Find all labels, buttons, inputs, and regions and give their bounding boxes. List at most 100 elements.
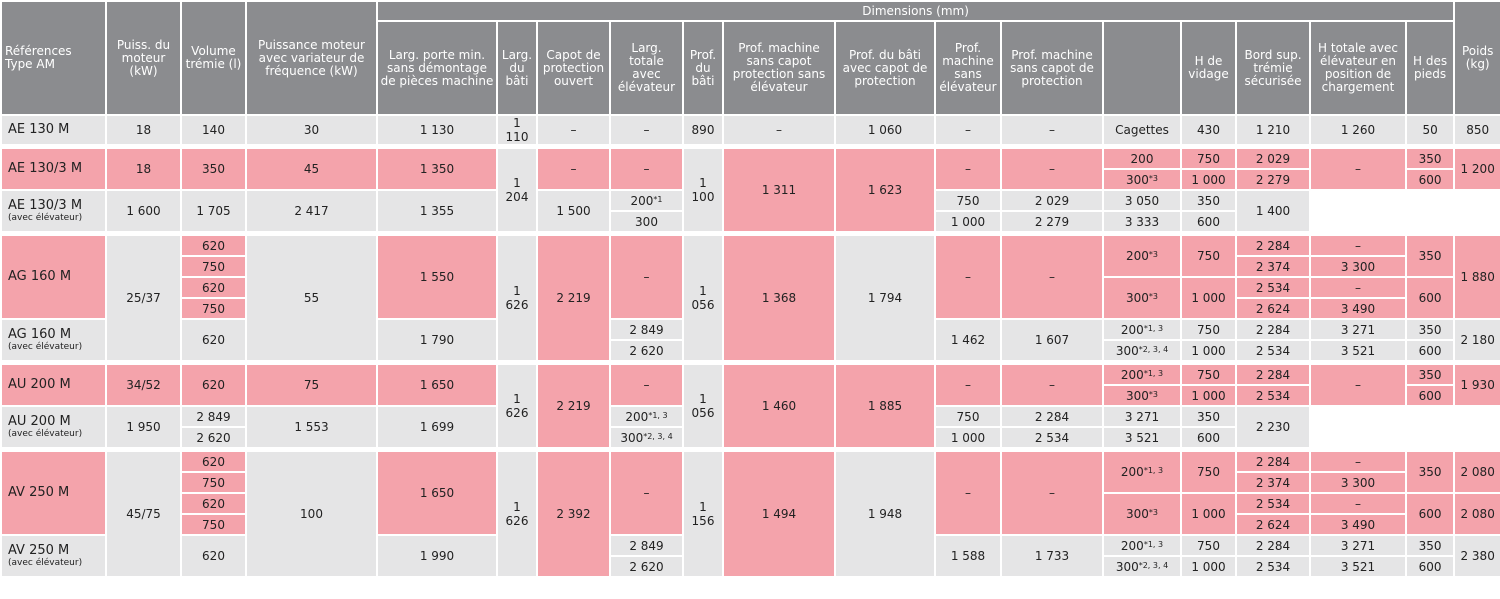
header-dimensions: Dimensions (mm) (375, 0, 1456, 22)
cell: 1 626 (496, 450, 538, 578)
cell: 1 156 (682, 450, 724, 578)
cell: 620 (180, 450, 247, 473)
cell: 600 (1404, 492, 1456, 536)
cell: 3 300 (1309, 255, 1407, 278)
header-prof-bati: Prof. du bâti (682, 20, 724, 116)
footnote-mark: *3 (1148, 250, 1158, 259)
cell: 1 056 (682, 234, 724, 362)
cell: 300*2, 3, 4 (1102, 555, 1182, 578)
cell: 1 000 (1180, 492, 1237, 536)
cell: 3 521 (1102, 426, 1182, 449)
cell: 1 950 (105, 405, 182, 449)
ref-label: AV 250 M (8, 485, 70, 500)
cell: 3 271 (1309, 534, 1407, 557)
footnote-mark: *1 (653, 194, 663, 204)
cell: 350 (1404, 450, 1456, 494)
cell: 2 230 (1235, 405, 1311, 449)
cell: 140 (180, 114, 247, 146)
table-row: 750 2 374 3 300 (1, 255, 1500, 278)
header-volume: Volume trémie (l) (180, 0, 247, 116)
header-larg-porte: Larg. porte min. sans démontage de pièce… (376, 20, 498, 116)
cell: 750 (1180, 450, 1237, 494)
cell: 2 620 (609, 555, 684, 578)
cell: – (609, 114, 684, 146)
cell: 3 271 (1309, 318, 1407, 341)
type-value: 200 (1130, 151, 1154, 166)
cell: – (609, 147, 684, 191)
header-bord: Bord sup. trémie sécurisée (1235, 20, 1311, 116)
cell: 200*1, 3 (1102, 534, 1182, 557)
type-value: 200 (630, 193, 654, 208)
cell: 1 626 (496, 363, 538, 449)
cell: 300*3 (1102, 492, 1182, 536)
ref-sublabel: (avec élévateur) (8, 558, 83, 568)
cell: 350 (1180, 405, 1237, 428)
header-puiss: Puiss. du moteur (kW) (105, 0, 182, 116)
cell: 350 (180, 147, 247, 191)
footnote-mark: *2, 3, 4 (1138, 560, 1169, 570)
cell: 18 (105, 147, 182, 191)
table-row: 750 2 624 3 490 (1, 513, 1500, 536)
footnote-mark: *1, 3 (1143, 368, 1164, 378)
cell: 750 (180, 297, 247, 320)
cell: 1 705 (180, 189, 247, 233)
table-row: AE 130 M 18 140 30 1 130 1 110 – – 890 –… (0, 114, 1500, 146)
cell: 3 271 (1102, 405, 1182, 428)
type-value: 200 (1120, 322, 1144, 337)
cell: 1 200 (1453, 147, 1500, 191)
ref-label: AE 130 M (8, 122, 70, 137)
cell: 600 (1404, 339, 1456, 362)
ref-sublabel: (avec élévateur) (8, 429, 83, 439)
table-row: AE 130/3 M (avec élévateur) 1 600 1 705 2… (0, 189, 1500, 233)
ref-sublabel: (avec élévateur) (8, 342, 83, 352)
ref-cell: AG 160 M (avec élévateur) (0, 318, 107, 362)
cell: 1 000 (1180, 555, 1237, 578)
cell: 2 284 (1235, 534, 1311, 557)
footnote-mark: *3 (1148, 292, 1158, 301)
cell: 1 400 (1235, 189, 1311, 233)
cell: 1 699 (376, 405, 498, 449)
cell: 1 060 (834, 114, 936, 146)
cell: 2 284 (1235, 450, 1311, 473)
cell: – (934, 114, 1002, 146)
table-row: 300*3 1 000 2 534 600 (1, 384, 1500, 407)
cell: 850 (1453, 114, 1500, 146)
cell: 2 219 (536, 234, 611, 362)
cell: 200*1, 3 (1102, 450, 1182, 494)
cell: 1 260 (1309, 114, 1407, 146)
table-row: AU 200 M (avec élévateur) 1 950 2 849 1 5… (0, 405, 1500, 449)
footnote-mark: *1, 3 (1143, 466, 1164, 475)
cell: 2 849 (609, 534, 684, 557)
cell: 3 490 (1309, 297, 1407, 320)
cell: 3 521 (1309, 339, 1407, 362)
cell: 1 460 (722, 363, 836, 449)
table-row: 2 620 300*2, 3, 4 1 000 2 534 3 521 600 (1, 426, 1500, 449)
cell: 890 (682, 114, 724, 146)
cell: 750 (1180, 234, 1237, 278)
footnote-mark: *3 (1148, 173, 1158, 183)
cell: 1 368 (722, 234, 836, 362)
cell: 1 110 (496, 114, 538, 146)
cell: 1 885 (834, 363, 936, 449)
table-row: 750 2 374 3 300 (1, 471, 1500, 494)
cell: 2 534 (1000, 426, 1104, 449)
cell: 45/75 (105, 450, 182, 578)
cell: 3 300 (1309, 471, 1407, 494)
table-row: 620 300*3 1 000 2 534 – 600 (1, 276, 1500, 320)
cell: 2 080 (1453, 492, 1500, 536)
type-value: 300 (1126, 388, 1149, 403)
type-value: 200 (1120, 538, 1144, 553)
cell: 2 534 (1235, 276, 1311, 299)
table-row: 300 1 000 2 279 3 333 600 (1, 210, 1500, 233)
cell: 1 000 (1180, 168, 1237, 191)
cell: 750 (1180, 147, 1237, 170)
cell: 750 (1180, 363, 1237, 386)
cell: 200 (1102, 147, 1182, 170)
cell: 18 (105, 114, 182, 146)
cell: 620 (180, 276, 247, 299)
cell: 1 000 (934, 426, 1002, 449)
type-value: 200 (1126, 249, 1149, 263)
cell: 200*1, 3 (1102, 363, 1182, 386)
cell: 750 (934, 405, 1002, 428)
cell: 350 (1404, 318, 1456, 341)
